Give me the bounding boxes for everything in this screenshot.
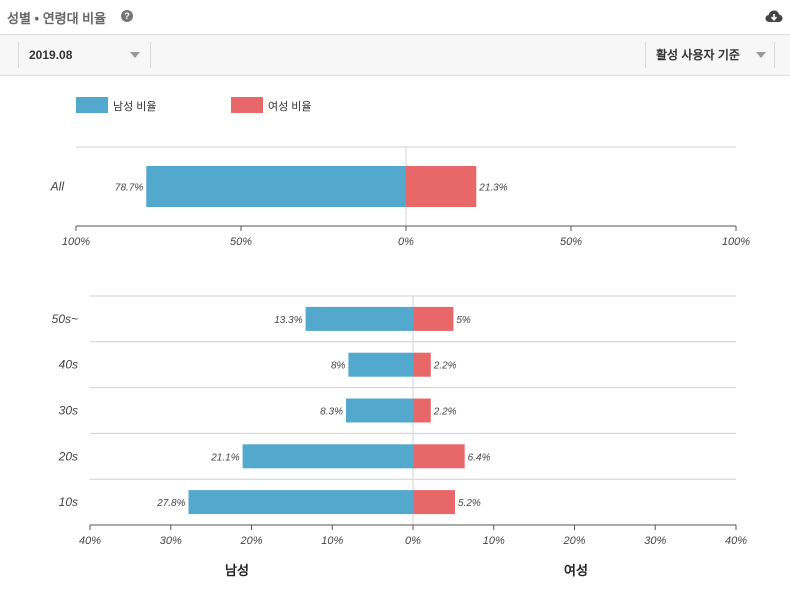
overall-gender-chart: 100% 50% 0% 50% 100% All 78.7% 21.3% [50, 146, 750, 248]
question-circle-icon[interactable]: ? [121, 10, 133, 22]
legend-swatch-male [76, 97, 108, 113]
data-label-male: 78.7% [115, 183, 143, 194]
data-label-female: 2.2% [433, 407, 457, 418]
chevron-down-icon [756, 52, 766, 58]
data-label-male: 27.8% [156, 498, 185, 509]
panel-title: 성별 • 연령대 비율 [7, 11, 107, 26]
data-label-female: 21.3% [478, 183, 507, 194]
toolbar: 2019.08 활성 사용자 기준 [0, 35, 790, 76]
data-label-male: 8.3% [320, 407, 343, 418]
data-label-male: 13.3% [274, 315, 302, 326]
data-label-female: 2.2% [433, 361, 457, 372]
x-tick-label: 30% [644, 535, 666, 547]
data-label-female: 6.4% [468, 452, 491, 463]
x-tick-label: 100% [722, 236, 750, 248]
category-label: 40s [59, 358, 78, 372]
bar-male [242, 444, 413, 469]
data-label-male: 8% [331, 361, 346, 372]
x-tick-label: 10% [483, 535, 505, 547]
bar-male [345, 398, 413, 423]
user-basis-select[interactable]: 활성 사용자 기준 [645, 42, 775, 68]
category-label: 30s [59, 404, 78, 418]
x-tick-label: 0% [398, 236, 414, 248]
bar-female [413, 352, 431, 377]
bar-male [305, 306, 413, 331]
legend-swatch-female [231, 97, 263, 113]
month-select-label: 2019.08 [29, 48, 73, 62]
age-gender-chart: 40% 30% 20% 10% 0% 10% 20% 30% 40% 50s~ 13.3% 5% 40s… [52, 295, 747, 547]
x-tick-label: 10% [321, 535, 343, 547]
x-tick-label: 30% [160, 535, 182, 547]
x-tick-label: 0% [405, 535, 421, 547]
bar-female [413, 398, 431, 423]
category-label: 20s [58, 449, 78, 463]
x-tick-label: 40% [79, 535, 101, 547]
panel-header: 성별 • 연령대 비율 ? [0, 0, 790, 35]
data-label-female: 5.2% [458, 498, 481, 509]
category-label: All [50, 180, 65, 194]
category-label: 10s [59, 495, 78, 509]
legend-label-male: 남성 비율 [113, 101, 157, 113]
x-tick-label: 50% [560, 236, 582, 248]
category-label: 50s~ [52, 312, 78, 326]
bar-female [413, 306, 454, 331]
bar-male [188, 490, 413, 515]
data-label-female: 5% [456, 315, 471, 326]
month-select[interactable]: 2019.08 [18, 42, 151, 68]
user-basis-select-label: 활성 사용자 기준 [656, 48, 740, 62]
bar-female [406, 166, 477, 207]
bar-female [413, 444, 465, 469]
legend-label-female: 여성 비율 [268, 101, 312, 113]
cloud-download-icon[interactable] [765, 9, 783, 25]
x-tick-label: 40% [725, 535, 747, 547]
x-tick-label: 20% [239, 535, 262, 547]
x-tick-label: 20% [562, 535, 585, 547]
x-tick-label: 100% [62, 236, 90, 248]
x-axis-label-female: 여성 [564, 563, 588, 578]
bar-female [413, 490, 455, 515]
x-tick-label: 50% [230, 236, 252, 248]
bar-male [146, 166, 407, 207]
x-axis-label-male: 남성 [225, 563, 249, 578]
chevron-down-icon [130, 52, 140, 58]
data-label-male: 21.1% [210, 452, 239, 463]
bar-male [348, 352, 413, 377]
